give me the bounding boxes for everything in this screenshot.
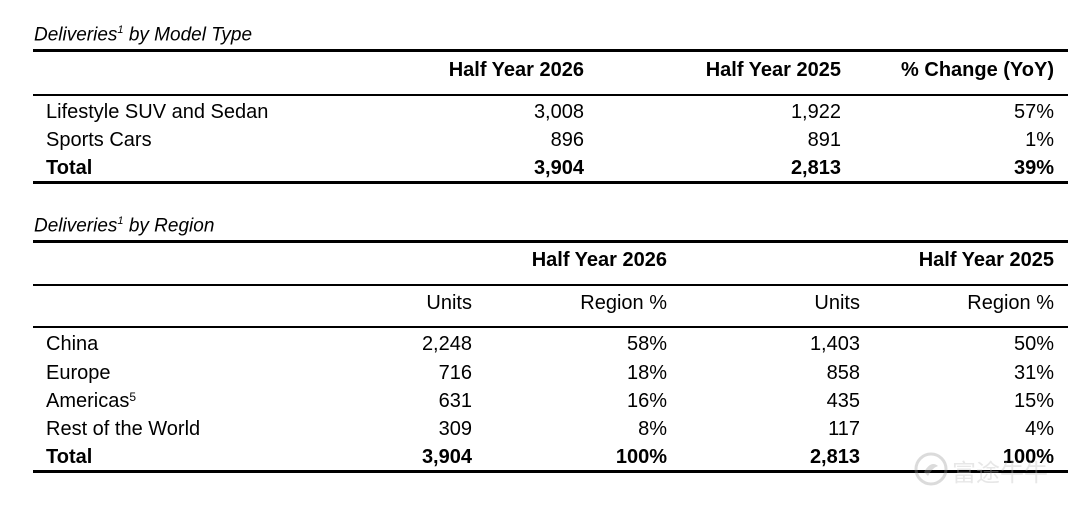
table2-cell: 858 [826, 362, 860, 384]
table2-total-cell: 100% [1002, 446, 1054, 468]
table2-group-header-2025: Half Year 2025 [918, 249, 1054, 271]
table2-cell: 435 [826, 390, 860, 412]
watermark-text: 富途牛牛 [952, 459, 1048, 487]
table2-group-header-2026: Half Year 2026 [531, 249, 667, 271]
futu-logo-icon [914, 452, 948, 486]
table2-total-label: Total [46, 446, 93, 468]
table2-total-cell: 100% [615, 446, 667, 468]
table1-row-label: Lifestyle SUV and Sedan [46, 101, 269, 123]
table1-total-label: Total [46, 157, 93, 179]
table1-cell: 1,922 [790, 101, 841, 123]
footnote-marker: 5 [129, 390, 137, 404]
table1-cell: 1% [1025, 129, 1054, 151]
table1-cell: 891 [807, 129, 841, 151]
footnote-marker: 1 [117, 215, 124, 227]
table2-subheader-units-2026: Units [426, 292, 472, 314]
table2-cell: 58% [626, 333, 667, 355]
table1-total-cell: 39% [1013, 157, 1054, 179]
table2-title: Deliveries1 by Region [34, 215, 215, 237]
table2-cell: 16% [626, 390, 667, 412]
table2-top-rule [33, 240, 1068, 243]
table1-cell: 57% [1013, 101, 1054, 123]
table2-subheader-region-2026: Region % [580, 292, 667, 314]
footnote-marker: 1 [117, 24, 124, 36]
table2-header-rule [33, 326, 1068, 328]
table2-cell: 15% [1013, 390, 1054, 412]
table2-subheader-region-2025: Region % [967, 292, 1054, 314]
watermark: 富途牛牛 [912, 449, 1062, 489]
table2-total-cell: 2,813 [809, 446, 860, 468]
table2-cell: 4% [1025, 418, 1054, 440]
table2-row-label: Americas5 [46, 390, 137, 412]
table2-total-cell: 3,904 [421, 446, 472, 468]
table2-row-label: China [46, 333, 99, 355]
table1-cell: 3,008 [533, 101, 584, 123]
table1-header-2025: Half Year 2025 [705, 59, 841, 81]
table1-row-label: Sports Cars [46, 129, 152, 151]
table2-row-label: Rest of the World [46, 418, 201, 440]
table2-cell: 31% [1013, 362, 1054, 384]
table2-group-rule [33, 284, 1068, 286]
table2-bottom-rule [33, 470, 1068, 473]
table2-cell: 8% [638, 418, 667, 440]
table1-cell: 896 [550, 129, 584, 151]
table1-top-rule [33, 49, 1068, 52]
table2-cell: 716 [438, 362, 472, 384]
table2-row-label: Europe [46, 362, 111, 384]
table2-cell: 1,403 [809, 333, 860, 355]
table1-header-2026: Half Year 2026 [448, 59, 584, 81]
table2-cell: 2,248 [421, 333, 472, 355]
table2-cell: 50% [1013, 333, 1054, 355]
table1-title: Deliveries1 by Model Type [34, 24, 253, 46]
table2-subheader-units-2025: Units [814, 292, 860, 314]
table1-header-change: % Change (YoY) [901, 59, 1054, 81]
table1-total-cell: 3,904 [533, 157, 584, 179]
table1-bottom-rule [33, 181, 1068, 184]
table1-header-rule [33, 94, 1068, 96]
table2-cell: 309 [438, 418, 472, 440]
table2-cell: 18% [626, 362, 667, 384]
table2-cell: 631 [438, 390, 472, 412]
table2-cell: 117 [828, 418, 860, 440]
table1-total-cell: 2,813 [790, 157, 841, 179]
